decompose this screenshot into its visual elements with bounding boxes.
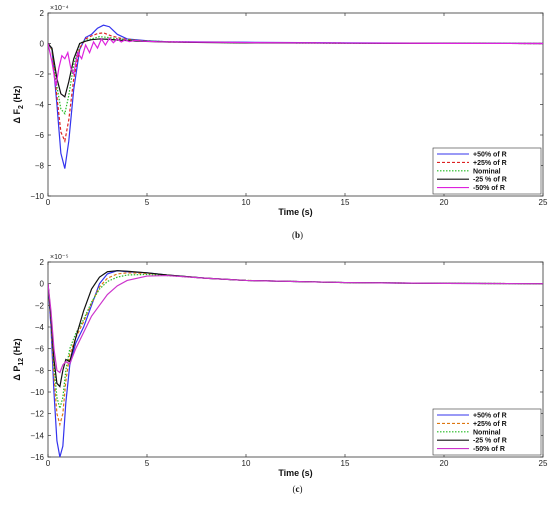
x-tick-label: 0 — [46, 198, 51, 207]
legend-label: +25% of R — [473, 421, 507, 428]
y-tick-label: −16 — [30, 453, 44, 462]
y-tick-label: −2 — [35, 70, 45, 79]
caption-paren: ( — [292, 230, 295, 240]
y-axis-label-main: Δ F — [12, 108, 22, 123]
y-tick-label: −10 — [30, 192, 44, 201]
caption-paren: ) — [300, 230, 303, 240]
y-tick-label: −6 — [35, 131, 45, 140]
series-line-5 — [48, 37, 543, 87]
x-tick-label: 20 — [440, 198, 449, 207]
y-axis-label-unit: (Hz) — [12, 338, 22, 358]
x-axis-label: Time (s) — [278, 207, 312, 217]
y-tick-label: −6 — [35, 345, 45, 354]
y-axis-label: Δ P12 (Hz) — [12, 338, 25, 380]
y-axis-label-subscript: 2 — [18, 105, 25, 109]
y-tick-label: −12 — [30, 410, 44, 419]
x-tick-label: 20 — [440, 459, 449, 468]
legend-label: Nominal — [473, 429, 501, 436]
y-axis-label: Δ F2 (Hz) — [12, 86, 25, 124]
legend-box — [432, 147, 542, 195]
x-tick-label: 25 — [539, 459, 548, 468]
y-axis-label-main: Δ P — [12, 366, 22, 381]
y-tick-label: −8 — [35, 366, 45, 375]
y-tick-label: 0 — [40, 40, 45, 49]
y-tick-label: −2 — [35, 301, 45, 310]
x-tick-label: 15 — [341, 198, 350, 207]
x-tick-label: 15 — [341, 459, 350, 468]
legend-label: +50% of R — [473, 413, 507, 420]
figure-caption: (b) — [292, 230, 303, 240]
y-tick-label: −4 — [35, 101, 45, 110]
x-tick-label: 0 — [46, 459, 51, 468]
caption-letter: c — [296, 484, 300, 494]
x-axis-label: Time (s) — [278, 468, 312, 478]
y-tick-label: 0 — [40, 280, 45, 289]
legend-label: -25 % of R — [473, 438, 507, 445]
legend-label: -50% of R — [473, 446, 505, 453]
chart-panel-c: 0 5 10 15 20 2520−2−4−6−8−10−12−14−16×10⁻⁵Tim… — [12, 254, 548, 494]
axis-multiplier: ×10⁻⁵ — [50, 254, 69, 261]
legend-label: +25% of R — [473, 160, 507, 167]
x-tick-label: 10 — [242, 198, 251, 207]
axis-multiplier: ×10⁻⁴ — [50, 5, 69, 12]
legend-label: -50% of R — [473, 185, 505, 192]
x-tick-label: 25 — [539, 198, 548, 207]
x-tick-label: 5 — [145, 198, 150, 207]
y-axis-label-unit: (Hz) — [12, 86, 22, 106]
figure-caption: (c) — [293, 484, 303, 494]
x-tick-label: 5 — [145, 459, 150, 468]
legend-label: +50% of R — [473, 152, 507, 159]
caption-letter: b — [295, 230, 300, 240]
x-tick-label: 10 — [242, 459, 251, 468]
series-line-2 — [48, 272, 543, 427]
y-tick-label: −10 — [30, 388, 44, 397]
caption-paren: ) — [300, 484, 303, 494]
y-tick-label: −4 — [35, 323, 45, 332]
series-line-5 — [48, 274, 543, 374]
y-axis-label-subscript: 12 — [18, 358, 25, 366]
y-tick-label: −14 — [30, 431, 44, 440]
legend-box — [432, 408, 542, 456]
caption-paren: ( — [293, 484, 296, 494]
legend-label: Nominal — [473, 168, 501, 175]
y-tick-label: −8 — [35, 162, 45, 171]
legend-label: -25 % of R — [473, 177, 507, 184]
y-tick-label: 2 — [40, 9, 45, 18]
y-tick-label: 2 — [40, 258, 45, 267]
